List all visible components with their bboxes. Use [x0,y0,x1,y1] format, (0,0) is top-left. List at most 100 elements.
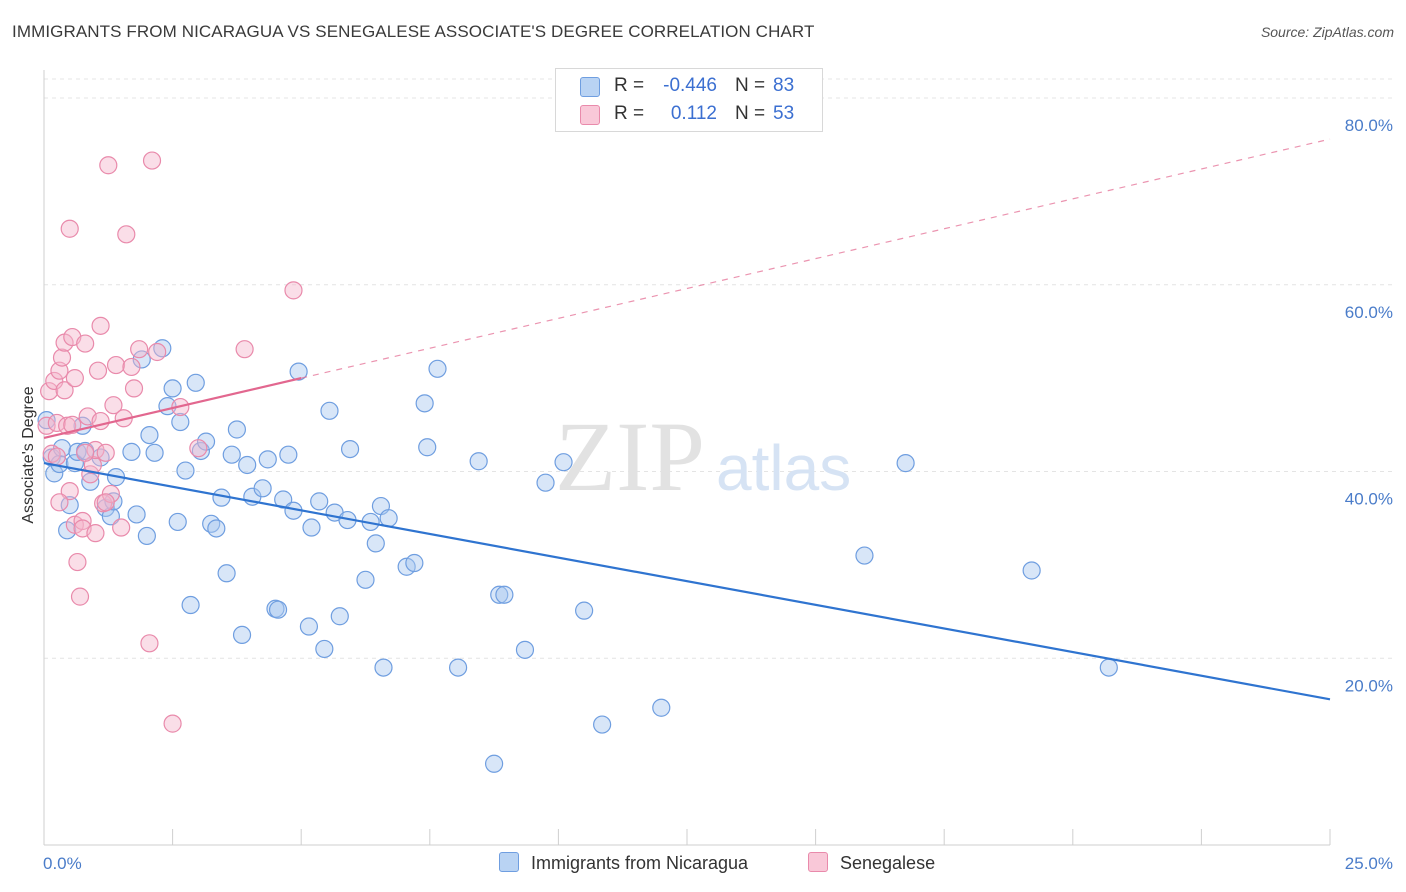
y-axis-ticks: 20.0% 40.0% 60.0% 80.0% [1345,116,1393,695]
watermark: ZIP atlas [555,401,851,512]
senegalese-point [73,511,92,531]
nicaragua-point [279,445,298,464]
senegalese-point [45,371,64,391]
senegalese-point [86,440,105,460]
trend-lines [43,138,1331,701]
senegalese-point [284,281,303,300]
watermark-zip: ZIP [555,401,705,512]
nicaragua-point [515,640,535,659]
senegalese-point [88,361,108,380]
senegalese-point [55,381,74,400]
senegalese-point [140,634,159,653]
bottom-legend-label-senegalese: Senegalese [840,853,936,873]
nicaragua-point [428,359,447,378]
senegalese-point [76,334,95,353]
correlation-legend: R = -0.446 N = 83 R = 0.112 N = 53 [555,68,823,132]
senegalese-point [37,416,56,435]
chart-title: IMMIGRANTS FROM NICARAGUA VS SENEGALESE … [12,22,815,41]
senegalese-point [70,587,90,606]
nicaragua-point [1099,658,1118,677]
nicaragua-point [374,658,393,677]
nicaragua-point [181,595,200,615]
senegalese-point [106,355,126,375]
y-tick-label: 40.0% [1345,490,1393,509]
nicaragua-point [137,526,156,546]
senegalese-point [96,443,115,462]
nicaragua-point [310,492,329,511]
nicaragua-point [253,479,272,498]
nicaragua-point [140,425,159,445]
nicaragua-point [485,754,504,773]
y-tick-label: 60.0% [1345,303,1393,322]
nicaragua-point [379,509,398,528]
nicaragua-point [418,438,437,457]
bottom-legend-nicaragua: Immigrants from Nicaragua [499,852,748,874]
senegalese-point [142,151,162,170]
legend-r-label: R = [614,75,645,96]
nicaragua-point [575,601,594,620]
nicaragua-point [37,411,56,430]
nicaragua-point [302,518,321,537]
senegalese-point [122,357,141,377]
trend-line-senegalese [43,377,302,439]
senegalese-point [63,415,82,434]
gridlines [44,78,1393,659]
senegalese-point [99,156,118,175]
senegalese-point [86,524,105,543]
senegalese-point [52,348,72,367]
senegalese-point [40,382,59,401]
nicaragua-point [176,461,195,480]
nicaragua-point [593,715,612,734]
legend-r-label: R = [614,103,645,124]
nicaragua-point [191,441,210,461]
senegalese-point [68,552,87,572]
nicaragua-point [168,512,187,532]
watermark-atlas: atlas [716,432,851,504]
senegalese-point [60,482,79,501]
nicaragua-point [222,445,241,464]
nicaragua-point [171,412,190,432]
nicaragua-point [340,439,360,459]
nicaragua-point [217,564,236,583]
nicaragua-point [536,473,555,492]
y-tick-label: 80.0% [1345,116,1393,135]
nicaragua-point [896,454,915,473]
nicaragua-point [186,373,205,392]
senegalese-point [60,219,79,238]
bottom-legend-senegalese: Senegalese [808,852,935,874]
y-axis-label: Associate's Degree [20,386,37,523]
legend-swatch-blue [580,77,600,97]
nicaragua-point [238,455,257,475]
legend-r-value: -0.446 [663,75,717,96]
nicaragua-point [232,625,252,645]
legend-swatch-pink [580,105,600,125]
nicaragua-point [68,442,87,461]
nicaragua-point [490,585,509,604]
legend-r-value: 0.112 [670,103,717,124]
nicaragua-point [258,450,277,469]
nicaragua-point [469,452,488,471]
trend-line-senegalese-extension [301,138,1331,379]
bottom-legend-swatch-blue [499,852,519,872]
senegalese-point [163,714,182,733]
legend-n-label: N = [735,103,766,124]
bottom-legend-label-nicaragua: Immigrants from Nicaragua [531,853,749,873]
nicaragua-point [1022,561,1041,580]
source-label: Source: ZipAtlas.com [1260,24,1394,40]
senegalese-point [47,447,66,466]
x-tick-label-min: 0.0% [43,854,82,873]
nicaragua-point [415,394,434,413]
nicaragua-point [315,639,334,659]
legend-n-value: 83 [773,75,795,96]
senegalese-point [117,225,136,244]
nicaragua-point [163,379,182,398]
series-nicaragua-points [37,339,1118,773]
senegalese-point [130,340,149,359]
nicaragua-point [227,420,246,439]
bottom-legend-swatch-pink [808,852,828,872]
trend-line-nicaragua [43,462,1331,701]
nicaragua-point [268,600,288,619]
nicaragua-point [855,546,874,565]
series-senegalese-points [37,151,303,733]
